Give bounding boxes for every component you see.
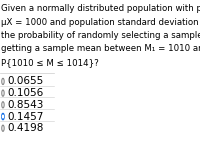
Text: Given a normally distributed population with population mean: Given a normally distributed population …: [1, 4, 200, 13]
Text: getting a sample mean between M₁ = 1010 and M₂ = 1014. i.e.,: getting a sample mean between M₁ = 1010 …: [1, 44, 200, 53]
Text: 0.1056: 0.1056: [7, 88, 43, 98]
Circle shape: [2, 115, 3, 118]
Text: the probability of randomly selecting a sample of n = 225 scores and: the probability of randomly selecting a …: [1, 31, 200, 40]
Circle shape: [2, 113, 4, 120]
Text: 0.0655: 0.0655: [7, 76, 43, 86]
Text: 0.4198: 0.4198: [7, 123, 43, 133]
Text: 0.1457: 0.1457: [7, 112, 43, 122]
Text: μX = 1000 and population standard deviation σX = 120, what is: μX = 1000 and population standard deviat…: [1, 18, 200, 27]
Text: 0.8543: 0.8543: [7, 100, 43, 110]
Text: P{1010 ≤ M ≤ 1014}?: P{1010 ≤ M ≤ 1014}?: [1, 58, 98, 67]
